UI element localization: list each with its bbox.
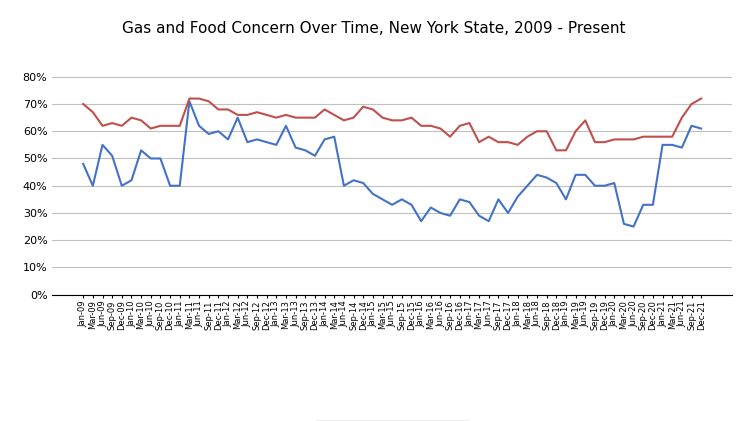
Food	[233, 112, 242, 117]
Gas	[407, 202, 416, 207]
Gas	[619, 221, 628, 226]
Food	[349, 115, 358, 120]
Food	[678, 115, 686, 120]
Line: Gas: Gas	[83, 101, 701, 226]
Food	[78, 101, 87, 107]
Gas	[78, 161, 87, 166]
Food	[629, 137, 638, 142]
Food	[185, 96, 194, 101]
Gas	[185, 99, 194, 104]
Line: Food: Food	[83, 99, 701, 150]
Gas	[697, 126, 706, 131]
Gas	[272, 142, 281, 147]
Food	[407, 115, 416, 120]
Text: Gas and Food Concern Over Time, New York State, 2009 - Present: Gas and Food Concern Over Time, New York…	[122, 21, 625, 36]
Gas	[629, 224, 638, 229]
Food	[697, 96, 706, 101]
Gas	[233, 115, 242, 120]
Food	[552, 148, 561, 153]
Gas	[678, 145, 686, 150]
Gas	[349, 178, 358, 183]
Food	[272, 115, 281, 120]
